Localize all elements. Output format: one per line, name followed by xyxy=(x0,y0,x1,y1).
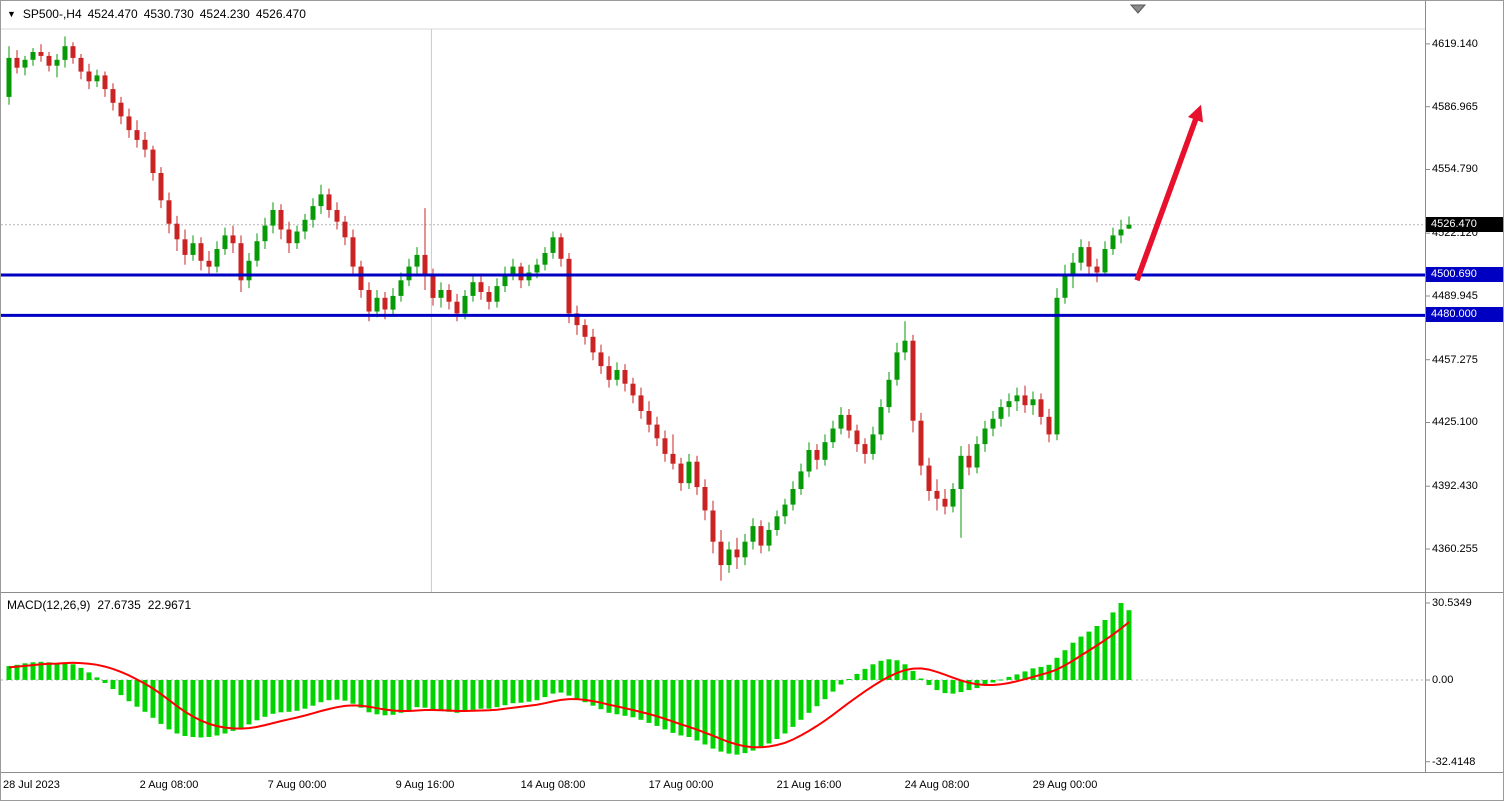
macd-main-value: 27.6735 xyxy=(97,598,141,612)
symbol-timeframe-label: SP500-,H4 xyxy=(22,7,82,21)
hline-price-tag: 4480.000 xyxy=(1426,307,1503,322)
price-tick-label: 4457.275 xyxy=(1432,354,1478,366)
price-axis[interactable]: 4619.140 4586.965 4554.790 4522.120 4489.945… xyxy=(1425,1,1503,773)
time-tick-label: 29 Aug 00:00 xyxy=(1032,779,1098,791)
hline-price-tag: 4500.690 xyxy=(1426,267,1503,282)
price-tick-label: 4586.965 xyxy=(1432,101,1478,113)
macd-tick-label: 30.5349 xyxy=(1432,597,1472,609)
macd-indicator-header: MACD(12,26,9) 27.6735 22.9671 xyxy=(7,598,191,612)
candlesticks xyxy=(6,36,1132,581)
time-tick-label: 7 Aug 00:00 xyxy=(267,779,327,791)
trend-arrow[interactable] xyxy=(1134,104,1203,282)
macd-signal-line xyxy=(8,621,1130,749)
price-tick-label: 4425.100 xyxy=(1432,416,1478,428)
time-axis[interactable]: 28 Jul 2023 2 Aug 08:00 7 Aug 00:00 9 Aug 1… xyxy=(1,773,1503,800)
time-tick-label: 21 Aug 16:00 xyxy=(776,779,842,791)
chart-shift-marker-icon[interactable] xyxy=(1129,4,1147,14)
time-tick-label: 2 Aug 08:00 xyxy=(139,779,199,791)
macd-histogram xyxy=(6,603,1132,755)
price-tick-label: 4392.430 xyxy=(1432,480,1478,492)
price-tick-label: 4619.140 xyxy=(1432,38,1478,50)
time-tick-label: 9 Aug 16:00 xyxy=(395,779,455,791)
high-value: 4530.730 xyxy=(143,7,194,21)
macd-signal-value: 22.9671 xyxy=(147,598,192,612)
open-value: 4524.470 xyxy=(87,7,138,21)
macd-indicator-label: MACD(12,26,9) xyxy=(7,598,91,612)
macd-tick-label: 0.00 xyxy=(1432,674,1454,686)
close-value: 4526.470 xyxy=(255,7,306,21)
price-tick-label: 4360.255 xyxy=(1432,543,1478,555)
time-tick-label: 17 Aug 00:00 xyxy=(648,779,714,791)
ohlc-header: ▼ SP500-,H4 4524.470 4530.730 4524.230 4… xyxy=(7,7,306,21)
symbol-dropdown-icon: ▼ xyxy=(7,9,16,19)
price-tick-label: 4554.790 xyxy=(1432,163,1478,175)
macd-tick-label: -32.4148 xyxy=(1432,756,1476,768)
time-tick-label: 14 Aug 08:00 xyxy=(520,779,586,791)
price-tick-label: 4489.945 xyxy=(1432,290,1478,302)
time-tick-label: 24 Aug 08:00 xyxy=(904,779,970,791)
current-price-tag: 4526.470 xyxy=(1426,217,1503,232)
time-tick-label: 28 Jul 2023 xyxy=(3,779,60,791)
low-value: 4524.230 xyxy=(199,7,250,21)
